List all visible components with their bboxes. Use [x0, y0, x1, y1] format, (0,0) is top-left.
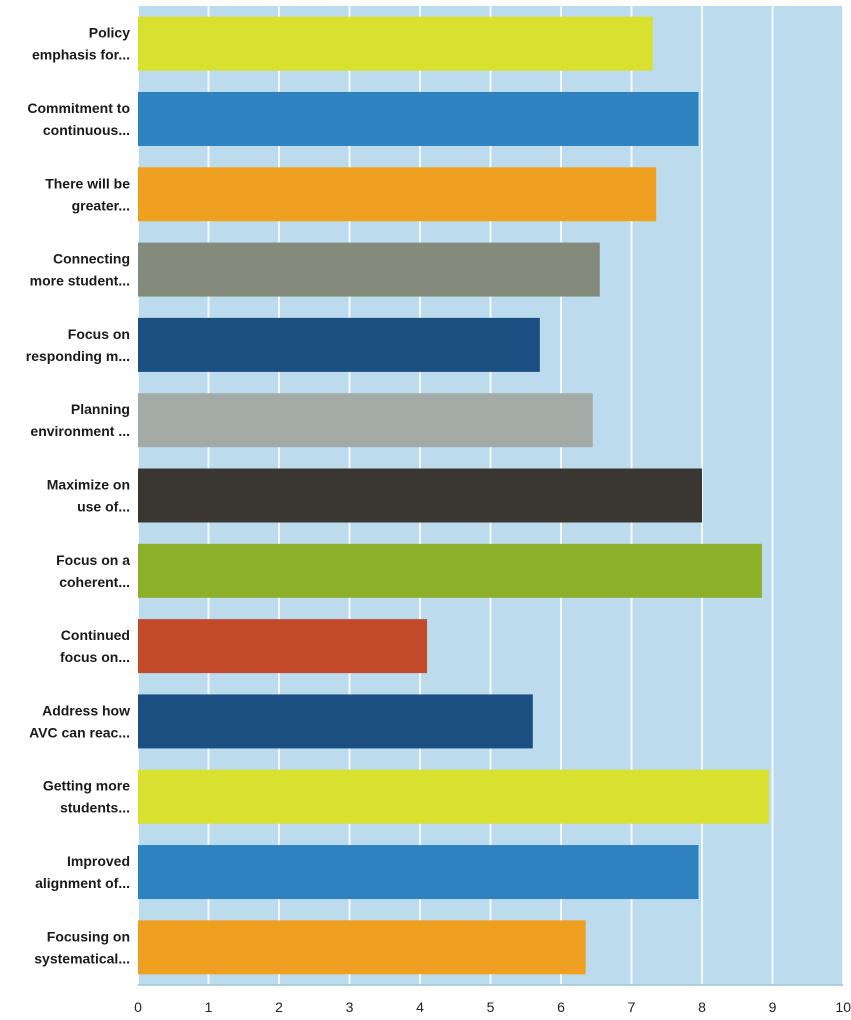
category-label: Focus on responding m... [26, 326, 130, 364]
category-label: Policy emphasis for... [32, 25, 130, 63]
bar [138, 920, 586, 975]
category-label-line: Connecting [53, 251, 130, 267]
category-labels: Policy emphasis for... Commitment to contin… [26, 25, 130, 967]
category-label: Commitment to continuous... [27, 100, 130, 138]
category-label-line: environment ... [30, 423, 130, 439]
x-axis-ticks: 0 1 2 3 4 5 6 7 8 9 10 [134, 999, 851, 1015]
bars [138, 16, 769, 975]
category-label: Planning environment ... [30, 401, 130, 439]
category-label: Maximize on use of... [47, 477, 130, 515]
category-label-line: focus on... [60, 649, 130, 665]
tick-label: 1 [205, 999, 213, 1015]
category-label: Address how AVC can reac... [29, 702, 130, 740]
tick-label: 9 [769, 999, 777, 1015]
category-label-line: Commitment to [27, 100, 130, 116]
bar [138, 16, 653, 71]
category-label-line: Policy [89, 25, 130, 41]
category-label: Improved alignment of... [35, 853, 130, 891]
bar [138, 543, 762, 598]
bar [138, 167, 657, 222]
category-label-line: emphasis for... [32, 47, 130, 63]
bar [138, 91, 699, 146]
bar [138, 769, 769, 824]
category-label-line: Maximize on [47, 477, 130, 493]
category-label-line: Address how [42, 702, 130, 718]
category-label-line: more student... [30, 273, 130, 289]
category-label-line: greater... [72, 197, 130, 213]
tick-label: 2 [275, 999, 283, 1015]
category-label-line: Planning [71, 401, 130, 417]
category-label-line: students... [60, 800, 130, 816]
bar [138, 468, 702, 523]
category-label-line: Focus on a [56, 552, 130, 568]
category-label-line: Getting more [43, 778, 130, 794]
category-label: Focusing on systematical... [34, 928, 130, 966]
category-label-line: responding m... [26, 348, 130, 364]
tick-label: 8 [698, 999, 706, 1015]
bar [138, 619, 428, 674]
tick-label: 10 [835, 999, 851, 1015]
category-label-line: Continued [61, 627, 130, 643]
category-label: Getting more students... [43, 778, 130, 816]
category-label-line: Improved [67, 853, 130, 869]
category-label-line: AVC can reac... [29, 724, 130, 740]
bar [138, 393, 593, 448]
category-label-line: coherent... [59, 574, 130, 590]
category-label: Continued focus on... [60, 627, 130, 665]
category-label-line: continuous... [43, 122, 130, 138]
category-label: Focus on a coherent... [56, 552, 130, 590]
category-label: Connecting more student... [30, 251, 130, 289]
category-label-line: systematical... [34, 950, 130, 966]
bar [138, 694, 533, 749]
tick-label: 0 [134, 999, 142, 1015]
bar [138, 242, 600, 297]
tick-label: 3 [346, 999, 354, 1015]
tick-label: 4 [416, 999, 424, 1015]
tick-label: 7 [628, 999, 636, 1015]
bar [138, 317, 540, 372]
category-label-line: alignment of... [35, 875, 130, 891]
tick-label: 5 [487, 999, 495, 1015]
category-label-line: There will be [45, 175, 130, 191]
category-label-line: Focus on [68, 326, 130, 342]
category-label: There will be greater... [45, 175, 130, 213]
tick-label: 6 [557, 999, 565, 1015]
category-label-line: use of... [77, 499, 130, 515]
bar [138, 845, 699, 900]
category-label-line: Focusing on [47, 928, 130, 944]
